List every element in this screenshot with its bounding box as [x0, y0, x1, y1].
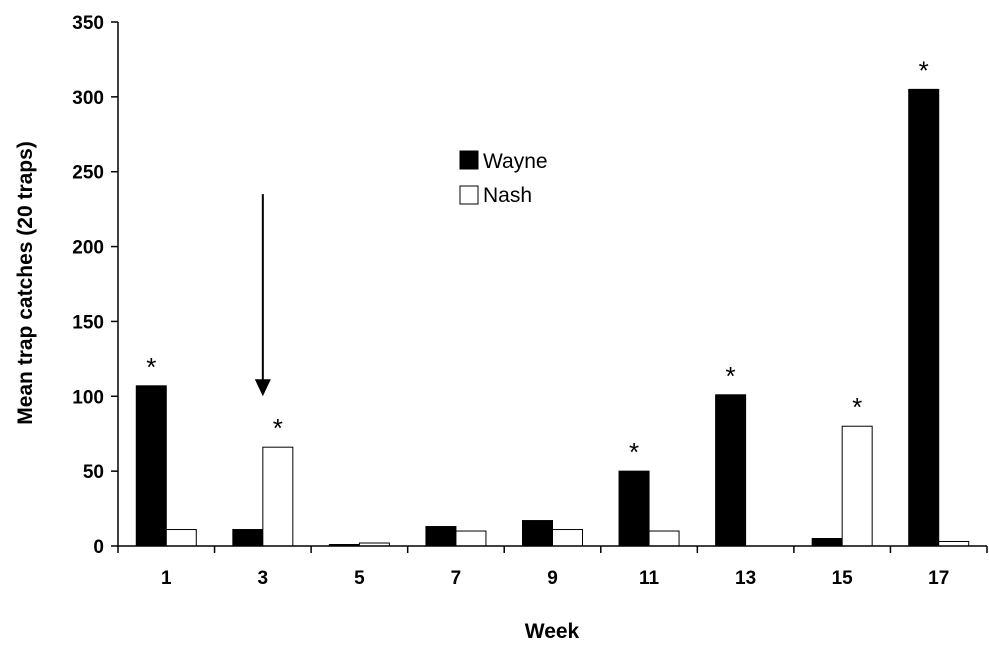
bar-nash-week-1	[165, 529, 197, 547]
bar-wayne-week-3	[232, 529, 264, 547]
bar-nash-week-7	[455, 530, 487, 547]
bar-wayne-week-7	[425, 526, 457, 547]
axes-group	[117, 22, 987, 547]
bar-wayne-week-17	[908, 88, 940, 547]
x-tick-label-week-9: 9	[547, 568, 558, 589]
legend-swatch-nash	[459, 185, 479, 205]
x-tick-label-week-7: 7	[451, 568, 462, 589]
x-tick-label-week-1: 1	[161, 568, 172, 589]
y-tick-label: 200	[72, 238, 104, 259]
x-tick-label-week-17: 17	[928, 568, 949, 589]
bar-wayne-week-13	[715, 394, 747, 547]
y-tick-label: 350	[72, 13, 104, 34]
bar-wayne-week-11	[618, 470, 650, 547]
y-tick-label: 0	[93, 537, 104, 558]
x-tick-label-week-5: 5	[354, 568, 365, 589]
x-tick-label-week-15: 15	[832, 568, 854, 589]
significance-marker: *	[146, 352, 156, 382]
significance-marker: *	[629, 437, 639, 467]
significance-markers-group: * * * * * *	[146, 55, 929, 467]
significance-marker: *	[852, 392, 862, 422]
y-ticks-group: 0 50 100 150 200 250 300 350	[72, 13, 118, 558]
x-tick-label-week-13: 13	[735, 568, 756, 589]
bar-wayne-week-1	[135, 385, 167, 547]
x-tick-label-week-11: 11	[639, 568, 660, 589]
y-tick-label: 150	[72, 312, 104, 333]
y-tick-label: 50	[83, 462, 104, 483]
legend: Wayne Nash	[459, 150, 548, 207]
bar-nash-week-3	[262, 446, 294, 547]
significance-marker: *	[726, 361, 736, 391]
arrow-annotation	[254, 194, 271, 397]
y-tick-label: 100	[72, 387, 104, 408]
y-axis-title: Mean trap catches (20 traps)	[14, 141, 37, 425]
x-tick-label-week-3: 3	[258, 568, 269, 589]
y-tick-label: 300	[72, 88, 104, 109]
bars-group	[135, 88, 970, 547]
x-axis-title: Week	[525, 620, 580, 643]
bar-nash-week-15	[841, 425, 873, 547]
x-ticks-group: 1 3 5 7 9 11 13 15 17	[117, 546, 988, 589]
bar-wayne-week-9	[522, 520, 553, 547]
bar-nash-week-11	[648, 530, 680, 547]
significance-marker: *	[919, 55, 929, 85]
bar-nash-week-9	[552, 529, 583, 547]
legend-label-nash: Nash	[483, 184, 532, 207]
bar-wayne-week-15	[811, 538, 843, 547]
significance-marker: *	[273, 413, 283, 443]
arrow-head	[254, 379, 271, 397]
legend-label-wayne: Wayne	[483, 150, 548, 173]
legend-swatch-wayne	[459, 150, 479, 170]
y-tick-label: 250	[72, 163, 104, 184]
